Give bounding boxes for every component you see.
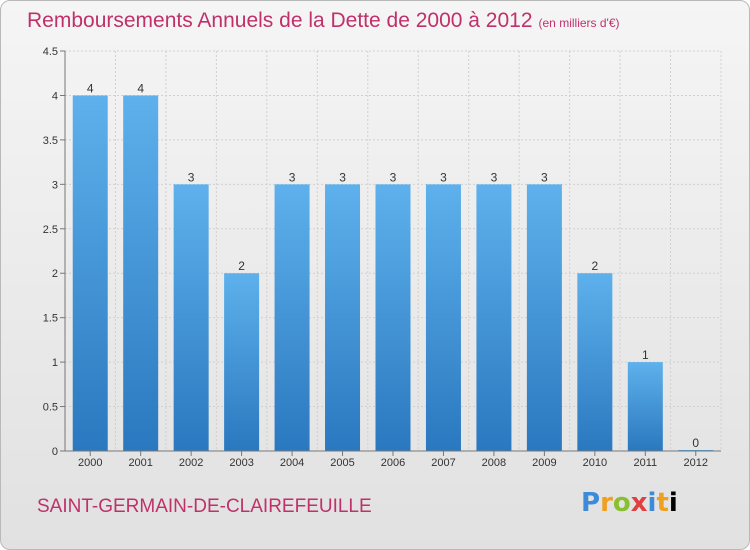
x-tick-label: 2007 xyxy=(431,457,455,469)
bar-2001 xyxy=(123,95,159,451)
value-label: 3 xyxy=(339,170,346,184)
y-tick-label: 2.5 xyxy=(43,224,58,236)
bar-2005 xyxy=(325,184,361,452)
logo-letter: x xyxy=(630,488,648,518)
logo-letter: t xyxy=(656,488,669,518)
x-tick-label: 2012 xyxy=(684,457,708,469)
y-tick-label: 1 xyxy=(52,357,58,369)
bar-2009 xyxy=(526,184,562,452)
bar-2011 xyxy=(627,362,663,451)
bar-2008 xyxy=(476,184,512,452)
x-tick-label: 2004 xyxy=(280,457,304,469)
value-label: 3 xyxy=(188,170,195,184)
value-label: 4 xyxy=(87,81,94,95)
x-tick-label: 2003 xyxy=(229,457,253,469)
y-tick-label: 2 xyxy=(52,268,58,280)
y-tick-label: 4 xyxy=(52,90,58,102)
value-label: 3 xyxy=(541,170,548,184)
logo-letter: i xyxy=(668,488,678,518)
x-tick-label: 2002 xyxy=(179,457,203,469)
value-label: 3 xyxy=(491,170,498,184)
y-tick-label: 3.5 xyxy=(43,135,58,147)
x-tick-label: 2005 xyxy=(330,457,354,469)
bar-2002 xyxy=(173,184,209,452)
proxiti-logo: Proxiti xyxy=(581,488,678,518)
bar-2004 xyxy=(274,184,310,452)
value-label: 3 xyxy=(440,170,447,184)
value-label: 2 xyxy=(592,259,599,273)
value-label: 3 xyxy=(289,170,296,184)
x-tick-label: 2011 xyxy=(633,457,657,469)
bar-2007 xyxy=(425,184,461,452)
city-name: SAINT-GERMAIN-DE-CLAIREFEUILLE xyxy=(37,496,372,517)
value-label: 2 xyxy=(238,259,245,273)
y-tick-label: 1.5 xyxy=(43,313,58,325)
chart-title-text: Remboursements Annuels de la Dette de 20… xyxy=(27,9,533,32)
x-tick-label: 2010 xyxy=(583,457,607,469)
y-tick-label: 4.5 xyxy=(43,46,58,58)
y-tick-label: 0 xyxy=(52,446,58,458)
value-label: 0 xyxy=(692,436,699,450)
y-tick-label: 0.5 xyxy=(43,402,58,414)
value-label: 4 xyxy=(137,81,144,95)
x-tick-label: 2000 xyxy=(78,457,102,469)
bar-2006 xyxy=(375,184,411,452)
x-tick-label: 2001 xyxy=(128,457,152,469)
bar-2003 xyxy=(224,273,260,451)
x-tick-label: 2006 xyxy=(381,457,405,469)
logo-letter: r xyxy=(600,488,613,518)
chart-title: Remboursements Annuels de la Dette de 20… xyxy=(27,9,620,33)
logo-letter: o xyxy=(612,488,631,518)
chart-subtitle: (en milliers d'€) xyxy=(538,16,620,30)
x-tick-label: 2009 xyxy=(532,457,556,469)
logo-letter: i xyxy=(647,488,657,518)
x-tick-label: 2008 xyxy=(482,457,506,469)
value-label: 1 xyxy=(642,348,649,362)
logo-letter: P xyxy=(581,488,601,518)
value-label: 3 xyxy=(390,170,397,184)
bar-2010 xyxy=(577,273,613,451)
y-tick-label: 3 xyxy=(52,179,58,191)
bar-2000 xyxy=(72,95,108,451)
